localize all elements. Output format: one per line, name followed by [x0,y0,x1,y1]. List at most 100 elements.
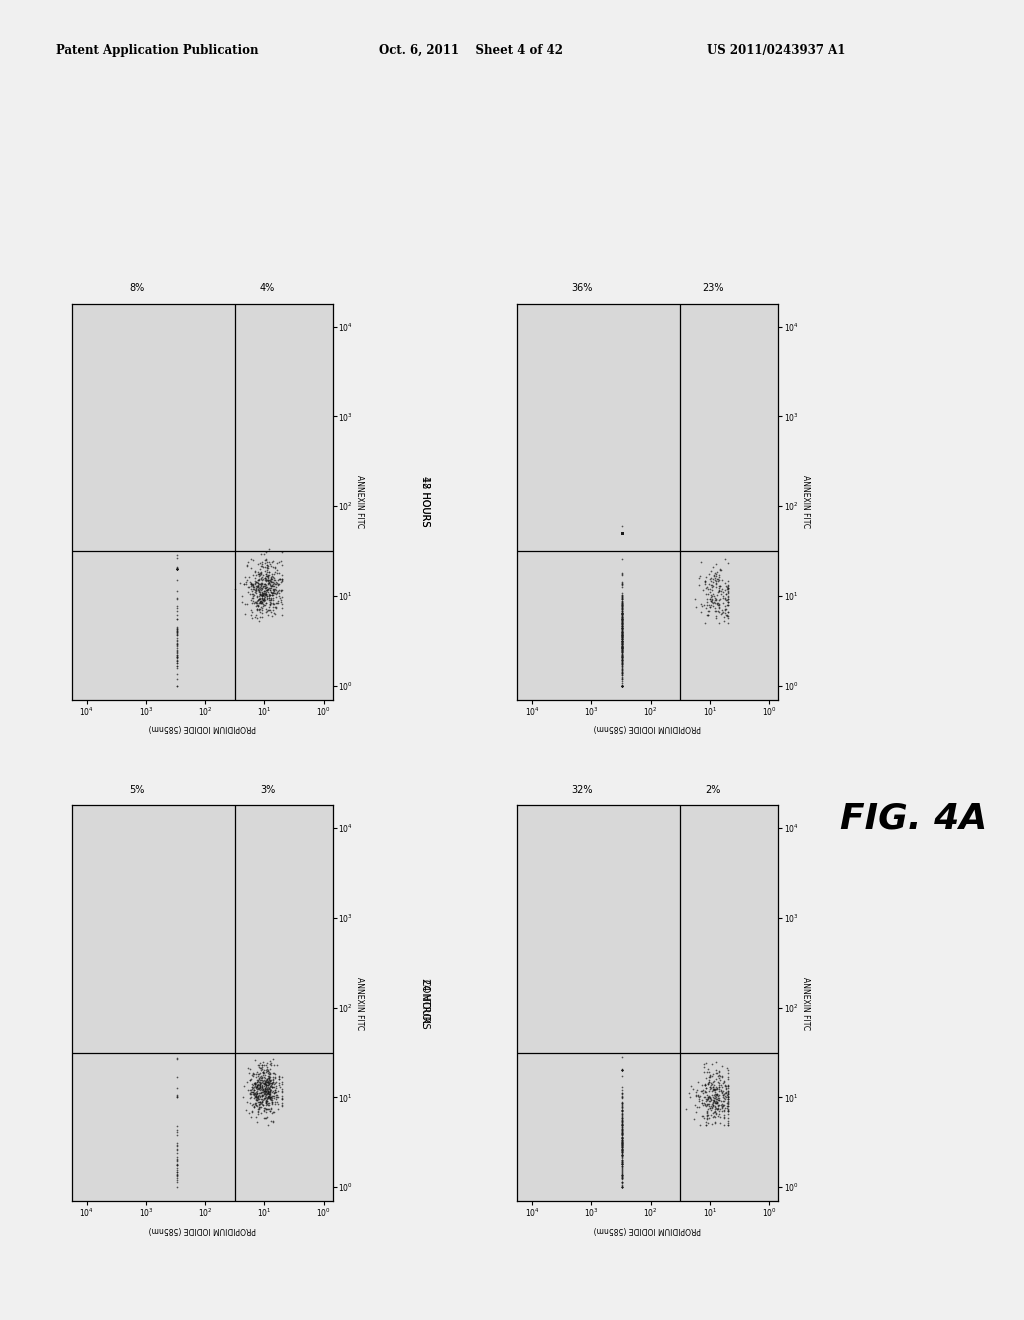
Point [614,597,631,618]
Point [257,583,273,605]
Point [714,1082,730,1104]
Point [614,607,631,628]
Point [260,1084,276,1105]
Point [262,553,279,574]
Point [268,1076,285,1097]
Point [710,1092,726,1113]
Point [695,1056,712,1077]
Point [258,1077,274,1098]
Point [614,1082,631,1104]
Point [711,589,727,610]
Point [274,1089,291,1110]
Point [169,616,185,638]
Point [614,1123,631,1144]
Point [169,620,185,642]
Point [716,1094,732,1115]
Point [248,582,264,603]
Point [614,1160,631,1181]
Point [243,1082,259,1104]
Point [263,590,280,611]
Point [614,615,631,636]
Point [711,1078,727,1100]
Point [614,631,631,652]
Point [274,1067,291,1088]
Point [250,577,266,598]
Point [269,572,286,593]
Point [257,583,273,605]
Point [614,523,631,544]
Point [267,597,284,618]
Point [250,595,266,616]
Point [614,606,631,627]
Point [614,523,631,544]
Point [614,523,631,544]
Point [252,1076,268,1097]
Point [257,574,273,595]
Point [169,581,185,602]
Point [238,603,254,624]
Point [614,612,631,634]
Point [699,601,716,622]
Point [614,523,631,544]
Point [715,1081,731,1102]
Point [716,1088,732,1109]
Point [702,1089,719,1110]
Point [709,1084,725,1105]
Point [614,675,631,696]
Point [705,1084,721,1105]
Point [251,587,267,609]
Point [251,573,267,594]
Point [264,1076,281,1097]
Point [242,572,258,593]
Point [706,1090,722,1111]
Point [711,1101,727,1122]
Point [614,573,631,594]
Point [718,1081,734,1102]
Point [614,626,631,647]
Point [614,1060,631,1081]
Point [614,523,631,544]
Point [260,579,276,601]
Point [263,1072,280,1093]
Point [257,574,273,595]
Point [256,1073,272,1094]
Point [614,653,631,675]
Point [271,574,288,595]
Point [261,1068,278,1089]
Point [257,586,273,607]
Point [707,565,723,586]
Point [255,595,271,616]
Point [614,1154,631,1175]
Point [246,1097,262,1118]
Point [273,570,290,591]
Point [248,1085,264,1106]
Text: Oct. 6, 2011    Sheet 4 of 42: Oct. 6, 2011 Sheet 4 of 42 [379,44,563,57]
Point [715,1090,731,1111]
Point [237,566,253,587]
Point [257,577,273,598]
Point [260,1082,276,1104]
Point [266,564,283,585]
Point [711,579,727,601]
Point [614,639,631,660]
Point [258,1069,274,1090]
Point [614,523,631,544]
Point [263,1089,280,1110]
Point [691,565,708,586]
Point [274,1093,291,1114]
Point [250,1089,266,1110]
Point [260,569,276,590]
Point [260,1098,276,1119]
Point [614,640,631,661]
Point [250,578,266,599]
Point [614,626,631,647]
Point [249,1088,265,1109]
Point [264,576,281,597]
Point [614,638,631,659]
Point [614,1176,631,1197]
Point [614,622,631,643]
Point [614,1135,631,1156]
Point [249,598,265,619]
Point [698,1107,715,1129]
Point [713,1094,729,1115]
